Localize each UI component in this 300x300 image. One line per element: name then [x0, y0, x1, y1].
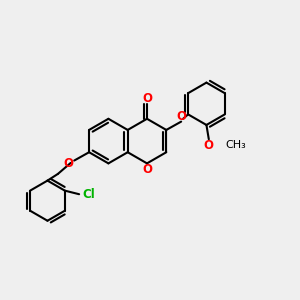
Text: O: O	[177, 110, 187, 123]
Text: Cl: Cl	[82, 188, 95, 201]
Text: CH₃: CH₃	[225, 140, 246, 150]
Text: O: O	[64, 157, 74, 170]
Text: O: O	[142, 164, 152, 176]
Text: O: O	[142, 92, 152, 105]
Text: O: O	[204, 139, 214, 152]
